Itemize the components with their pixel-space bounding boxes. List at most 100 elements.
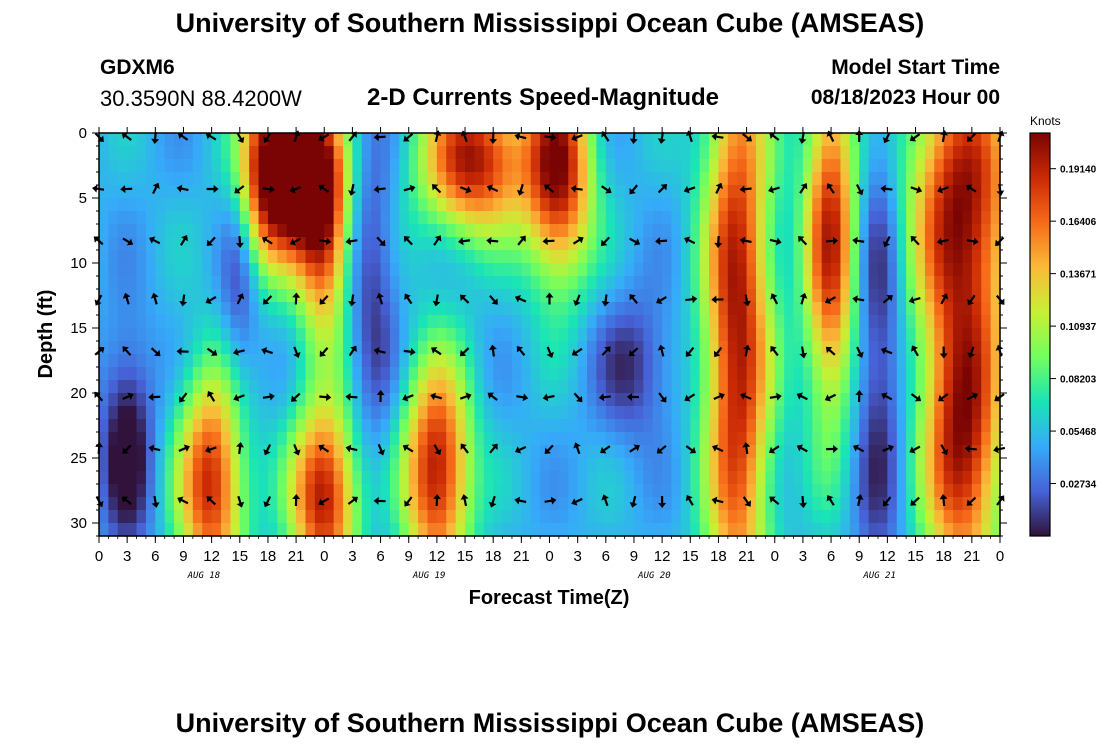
heatmap-cell	[652, 497, 663, 511]
heatmap-cell	[915, 224, 926, 238]
heatmap-cell	[483, 224, 494, 238]
heatmap-cell	[455, 133, 466, 147]
heatmap-cell	[906, 328, 917, 342]
heatmap-cell	[859, 458, 870, 472]
heatmap-cell	[164, 289, 175, 303]
current-arrow	[882, 132, 891, 144]
current-arrow	[403, 347, 416, 356]
heatmap-cell	[155, 419, 166, 433]
heatmap-cell	[361, 250, 372, 264]
heatmap-cell	[765, 224, 776, 238]
heatmap-cell	[296, 159, 307, 173]
heatmap-cell	[953, 172, 964, 186]
heatmap-cell	[221, 172, 231, 186]
heatmap-cell	[943, 315, 954, 329]
heatmap-cell	[145, 250, 156, 264]
heatmap-cell	[230, 445, 241, 459]
heatmap-cell	[934, 198, 945, 212]
heatmap-cell	[915, 380, 926, 394]
heatmap-cell	[662, 354, 673, 368]
current-arrow	[348, 294, 357, 307]
heatmap-cell	[877, 471, 888, 485]
heatmap-cell	[493, 263, 504, 277]
heatmap-cell	[127, 354, 138, 368]
heatmap-cell	[671, 406, 682, 420]
heatmap-cell	[277, 263, 288, 277]
heatmap-cell	[699, 393, 710, 407]
heatmap-cell	[305, 302, 316, 316]
heatmap-cell	[164, 432, 175, 446]
heatmap-cell	[746, 289, 757, 303]
heatmap-cell	[577, 406, 588, 420]
heatmap-cell	[258, 523, 269, 537]
heatmap-cell	[746, 471, 757, 485]
heatmap-cell	[174, 419, 185, 433]
heatmap-cell	[164, 263, 175, 277]
heatmap-cell	[906, 172, 917, 186]
heatmap-cell	[408, 263, 419, 277]
heatmap-cell	[521, 289, 532, 303]
heatmap-cell	[896, 302, 907, 316]
heatmap-cell	[549, 406, 560, 420]
heatmap-cell	[727, 289, 738, 303]
heatmap-cell	[192, 484, 203, 498]
heatmap-cell	[258, 185, 269, 199]
heatmap-cell	[887, 367, 898, 381]
heatmap-cell	[765, 276, 776, 290]
heatmap-cell	[389, 380, 400, 394]
heatmap-cell	[305, 497, 316, 511]
heatmap-cell	[474, 159, 485, 173]
heatmap-cell	[230, 419, 241, 433]
heatmap-cell	[662, 328, 673, 342]
heatmap-cell	[615, 315, 626, 329]
heatmap-cell	[465, 484, 476, 498]
heatmap-cell	[718, 445, 729, 459]
heatmap-cell	[633, 302, 644, 316]
heatmap-cell	[427, 250, 438, 264]
heatmap-cell	[174, 406, 185, 420]
current-arrow	[373, 496, 386, 505]
heatmap-cell	[380, 445, 391, 459]
heatmap-cell	[737, 211, 748, 225]
heatmap-cell	[352, 484, 363, 498]
heatmap-cell	[540, 393, 551, 407]
heatmap-cell	[662, 315, 673, 329]
heatmap-cell	[399, 471, 410, 485]
heatmap-cell	[896, 445, 907, 459]
heatmap-cell	[596, 146, 607, 160]
heatmap-cell	[896, 380, 907, 394]
heatmap-cell	[652, 419, 663, 433]
heatmap-cell	[483, 185, 494, 199]
heatmap-cell	[333, 341, 344, 355]
heatmap-cell	[183, 484, 194, 498]
heatmap-cell	[596, 471, 607, 485]
heatmap-cell	[408, 510, 419, 524]
heatmap-cell	[399, 224, 410, 238]
heatmap-cell	[840, 367, 851, 381]
heatmap-cell	[493, 484, 504, 498]
heatmap-cell	[643, 328, 654, 342]
heatmap-cell	[868, 237, 879, 251]
heatmap-cell	[840, 237, 851, 251]
heatmap-cell	[117, 263, 128, 277]
heatmap-cell	[868, 224, 879, 238]
heatmap-cell	[230, 133, 241, 147]
heatmap-cell	[361, 393, 372, 407]
x-tick-label: 6	[151, 548, 159, 565]
heatmap-cell	[774, 211, 785, 225]
heatmap-cell	[727, 250, 738, 264]
heatmap-cell	[530, 471, 541, 485]
heatmap-cell	[465, 419, 476, 433]
heatmap-cell	[624, 159, 635, 173]
heatmap-cell	[793, 172, 804, 186]
heatmap-cell	[934, 328, 945, 342]
current-arrow	[318, 133, 330, 142]
heatmap-cell	[953, 211, 964, 225]
heatmap-cell	[267, 328, 278, 342]
heatmap-cell	[662, 146, 673, 160]
heatmap-cell	[680, 341, 691, 355]
heatmap-cell	[249, 289, 260, 303]
heatmap-cell	[230, 224, 241, 238]
heatmap-cell	[934, 289, 945, 303]
heatmap-cell	[493, 237, 504, 251]
